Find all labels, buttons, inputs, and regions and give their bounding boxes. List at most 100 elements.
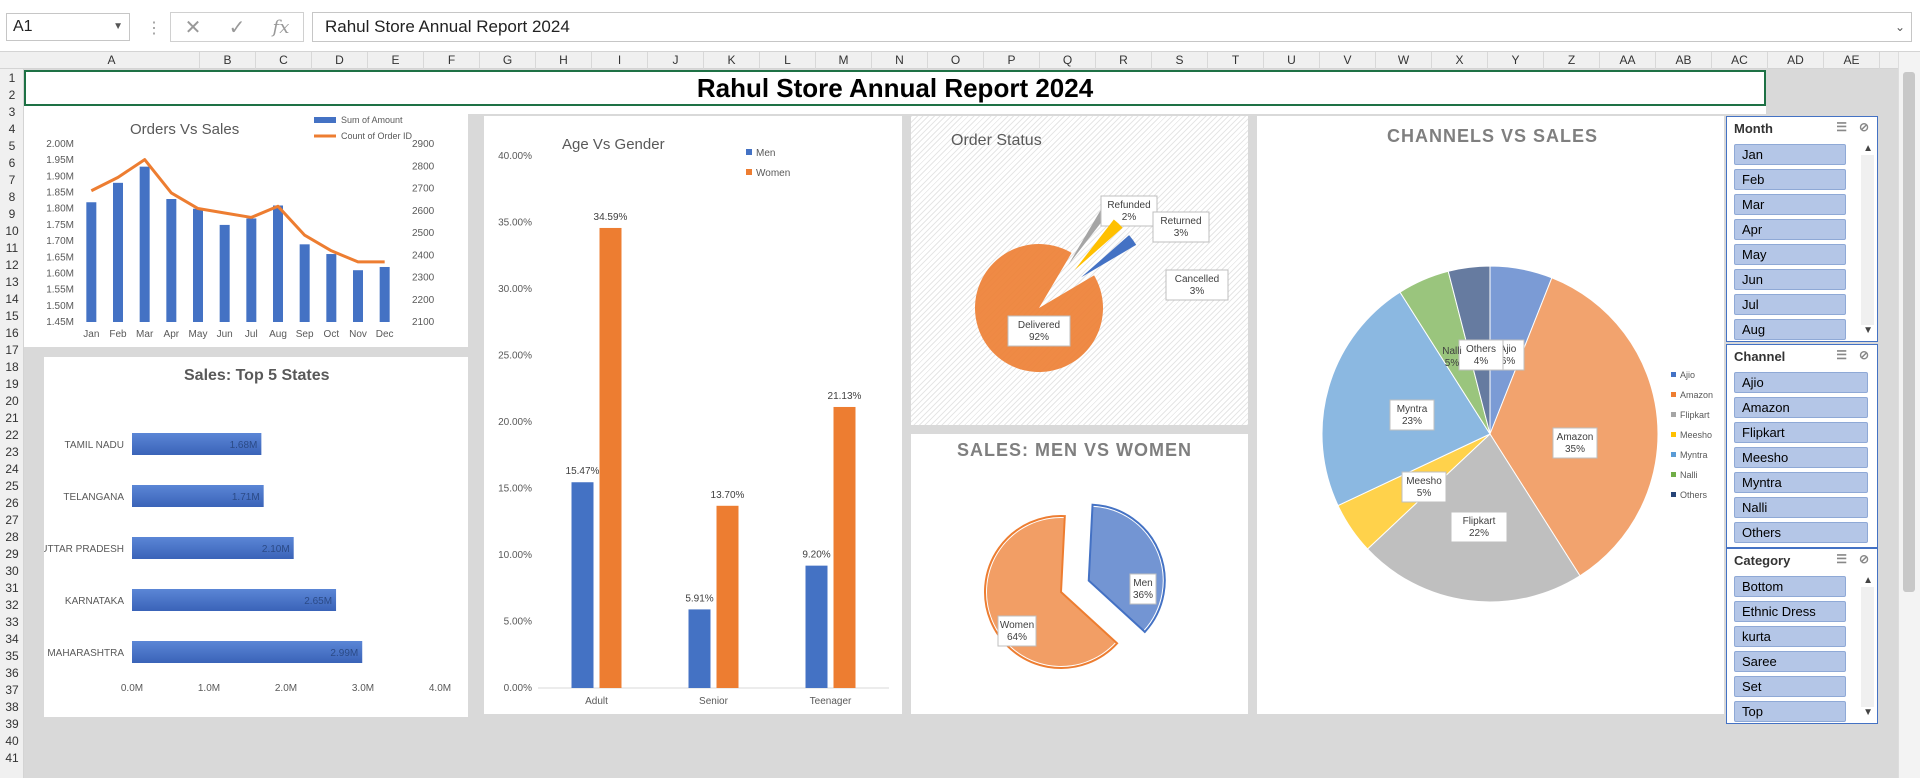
row-header-17[interactable]: 17 [5, 343, 19, 357]
expand-formula-icon[interactable]: ⌄ [1894, 20, 1905, 34]
row-header-36[interactable]: 36 [5, 666, 19, 680]
column-header-E[interactable]: E [368, 52, 424, 69]
row-header-1[interactable]: 1 [8, 71, 16, 85]
row-header-7[interactable]: 7 [8, 173, 16, 187]
row-header-33[interactable]: 33 [5, 615, 19, 629]
slicer-item-myntra[interactable]: Myntra [1734, 472, 1868, 493]
month-slicer[interactable]: Month ☰ ⊘ Jan Feb Mar Apr May Jun Jul Aug ▲ ▼ [1726, 116, 1878, 342]
column-header-O[interactable]: O [928, 52, 984, 69]
multi-select-icon[interactable]: ☰ [1836, 120, 1847, 134]
slicer-item-kurta[interactable]: kurta [1734, 626, 1846, 647]
slicer-item-jan[interactable]: Jan [1734, 144, 1846, 165]
column-header-Q[interactable]: Q [1040, 52, 1096, 69]
slicer-item-ajio[interactable]: Ajio [1734, 372, 1868, 393]
column-header-AA[interactable]: AA [1600, 52, 1656, 69]
row-header-37[interactable]: 37 [5, 683, 19, 697]
order-status-chart[interactable]: Order Status Delivered 92% Refunded 2% Retur… [911, 116, 1248, 425]
row-header-31[interactable]: 31 [5, 581, 19, 595]
column-header-W[interactable]: W [1376, 52, 1432, 69]
clear-filter-icon[interactable]: ⊘ [1858, 552, 1869, 566]
column-header-F[interactable]: F [424, 52, 480, 69]
scroll-up-icon[interactable]: ▲ [1863, 575, 1873, 586]
clear-filter-icon[interactable]: ⊘ [1858, 348, 1869, 362]
slicer-item-ethnic-dress[interactable]: Ethnic Dress [1734, 601, 1846, 622]
channel-slicer[interactable]: Channel ☰ ⊘ Ajio Amazon Flipkart Meesho Myntra N… [1726, 344, 1878, 548]
men-vs-women-chart[interactable]: SALES: MEN VS WOMEN Men 36% Women 64% [911, 434, 1248, 714]
row-header-6[interactable]: 6 [8, 156, 16, 170]
column-header-Z[interactable]: Z [1544, 52, 1600, 69]
row-header-5[interactable]: 5 [8, 139, 16, 153]
column-header-V[interactable]: V [1320, 52, 1376, 69]
multi-select-icon[interactable]: ☰ [1836, 348, 1847, 362]
column-header-AD[interactable]: AD [1768, 52, 1824, 69]
row-header-2[interactable]: 2 [8, 88, 16, 102]
row-header-16[interactable]: 16 [5, 326, 19, 340]
row-header-14[interactable]: 14 [5, 292, 19, 306]
scrollbar-thumb[interactable] [1903, 72, 1915, 592]
row-header-29[interactable]: 29 [5, 547, 19, 561]
row-header-41[interactable]: 41 [5, 751, 19, 765]
column-header-K[interactable]: K [704, 52, 760, 69]
column-header-AC[interactable]: AC [1712, 52, 1768, 69]
row-header-27[interactable]: 27 [5, 513, 19, 527]
slicer-item-amazon[interactable]: Amazon [1734, 397, 1868, 418]
column-header-AB[interactable]: AB [1656, 52, 1712, 69]
cancel-icon[interactable]: ✕ [184, 16, 202, 39]
slicer-item-feb[interactable]: Feb [1734, 169, 1846, 190]
channels-vs-sales-chart[interactable]: CHANNELS VS SALES Ajio 6% Amazon 35% Flipkar… [1257, 116, 1724, 714]
row-header-15[interactable]: 15 [5, 309, 19, 323]
slicer-scrollbar[interactable] [1861, 587, 1874, 707]
row-header-8[interactable]: 8 [8, 190, 16, 204]
slicer-item-jul[interactable]: Jul [1734, 294, 1846, 315]
row-header-24[interactable]: 24 [5, 462, 19, 476]
slicer-item-top[interactable]: Top [1734, 701, 1846, 722]
row-header-28[interactable]: 28 [5, 530, 19, 544]
row-header-20[interactable]: 20 [5, 394, 19, 408]
row-header-18[interactable]: 18 [5, 360, 19, 374]
slicer-item-nalli[interactable]: Nalli [1734, 497, 1868, 518]
slicer-item-others[interactable]: Others [1734, 522, 1868, 543]
row-header-35[interactable]: 35 [5, 649, 19, 663]
row-header-21[interactable]: 21 [5, 411, 19, 425]
column-header-U[interactable]: U [1264, 52, 1320, 69]
row-header-32[interactable]: 32 [5, 598, 19, 612]
column-header-M[interactable]: M [816, 52, 872, 69]
formula-input[interactable]: Rahul Store Annual Report 2024 ⌄ [312, 12, 1912, 42]
insert-function-icon[interactable]: fx [272, 16, 290, 38]
vertical-scrollbar[interactable] [1898, 52, 1920, 778]
column-header-Y[interactable]: Y [1488, 52, 1544, 69]
chevron-down-icon[interactable]: ▼ [113, 21, 123, 32]
name-box[interactable]: A1 ▼ [6, 13, 130, 41]
column-header-AE[interactable]: AE [1824, 52, 1880, 69]
category-slicer[interactable]: Category ☰ ⊘ Bottom Ethnic Dress kurta Saree Se… [1726, 548, 1878, 724]
row-header-9[interactable]: 9 [8, 207, 16, 221]
slicer-item-jun[interactable]: Jun [1734, 269, 1846, 290]
row-header-19[interactable]: 19 [5, 377, 19, 391]
slicer-scrollbar[interactable] [1861, 155, 1874, 325]
column-header-X[interactable]: X [1432, 52, 1488, 69]
report-title[interactable]: Rahul Store Annual Report 2024 [24, 70, 1766, 106]
column-header-P[interactable]: P [984, 52, 1040, 69]
slicer-item-saree[interactable]: Saree [1734, 651, 1846, 672]
confirm-icon[interactable]: ✓ [228, 16, 246, 39]
row-header-26[interactable]: 26 [5, 496, 19, 510]
row-header-30[interactable]: 30 [5, 564, 19, 578]
row-header-40[interactable]: 40 [5, 734, 19, 748]
column-header-H[interactable]: H [536, 52, 592, 69]
slicer-item-set[interactable]: Set [1734, 676, 1846, 697]
age-vs-gender-chart[interactable]: Age Vs Gender 0.00% 5.00% 10.00% 15.00% 20.0… [484, 116, 902, 714]
slicer-item-mar[interactable]: Mar [1734, 194, 1846, 215]
column-header-J[interactable]: J [648, 52, 704, 69]
column-header-I[interactable]: I [592, 52, 648, 69]
column-header-G[interactable]: G [480, 52, 536, 69]
slicer-item-may[interactable]: May [1734, 244, 1846, 265]
scroll-up-icon[interactable]: ▲ [1863, 143, 1873, 154]
column-header-S[interactable]: S [1152, 52, 1208, 69]
slicer-item-flipkart[interactable]: Flipkart [1734, 422, 1868, 443]
column-header-R[interactable]: R [1096, 52, 1152, 69]
row-header-38[interactable]: 38 [5, 700, 19, 714]
row-header-23[interactable]: 23 [5, 445, 19, 459]
row-header-4[interactable]: 4 [8, 122, 16, 136]
clear-filter-icon[interactable]: ⊘ [1858, 120, 1869, 134]
row-header-11[interactable]: 11 [5, 241, 19, 255]
